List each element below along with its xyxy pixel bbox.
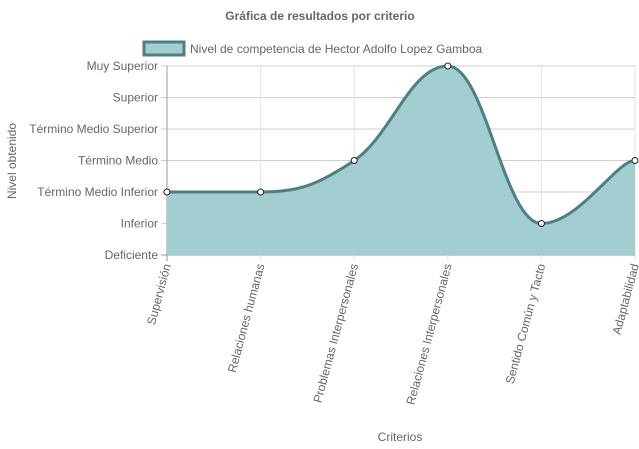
x-tick-label: Relaciones humanas bbox=[225, 262, 268, 374]
data-point[interactable] bbox=[444, 62, 452, 70]
chart-title: Gráfica de resultados por criterio bbox=[225, 9, 414, 23]
x-tick-label: Sentido Común y Tacto bbox=[503, 262, 549, 386]
x-tick-label: Problemas Interpersonales bbox=[310, 262, 361, 404]
y-tick-label: Superior bbox=[113, 91, 158, 105]
x-tick-label: Supervisión bbox=[144, 262, 174, 326]
y-axis-label: Nivel obtenido bbox=[5, 123, 19, 199]
x-axis-ticks: Supervisión Relaciones humanas Problemas I… bbox=[144, 262, 639, 406]
y-axis-ticks: Deficiente Inferior Término Medio Inferior… bbox=[29, 59, 158, 262]
y-tick-label: Término Medio bbox=[78, 154, 158, 168]
data-point[interactable] bbox=[631, 157, 639, 164]
legend-label: Nivel de competencia de Hector Adolfo Lo… bbox=[190, 42, 482, 56]
x-tick-label: Relaciones Interpersonales bbox=[404, 262, 455, 406]
data-point[interactable] bbox=[537, 220, 545, 227]
y-tick-label: Término Medio Superior bbox=[29, 122, 158, 136]
data-point[interactable] bbox=[163, 188, 171, 196]
y-tick-label: Término Medio Inferior bbox=[37, 185, 158, 199]
legend-swatch bbox=[142, 40, 186, 57]
data-point[interactable] bbox=[350, 157, 358, 164]
legend[interactable]: Nivel de competencia de Hector Adolfo Lo… bbox=[142, 40, 482, 57]
y-tick-label: Deficiente bbox=[105, 248, 159, 262]
y-tick-label: Inferior bbox=[121, 217, 158, 231]
series-area bbox=[167, 66, 635, 255]
x-tick-label: Adaptabilidad bbox=[610, 262, 639, 336]
x-axis-label: Criterios bbox=[378, 430, 423, 444]
y-tick-label: Muy Superior bbox=[87, 59, 158, 73]
data-points bbox=[163, 62, 639, 227]
data-point[interactable] bbox=[257, 188, 265, 196]
